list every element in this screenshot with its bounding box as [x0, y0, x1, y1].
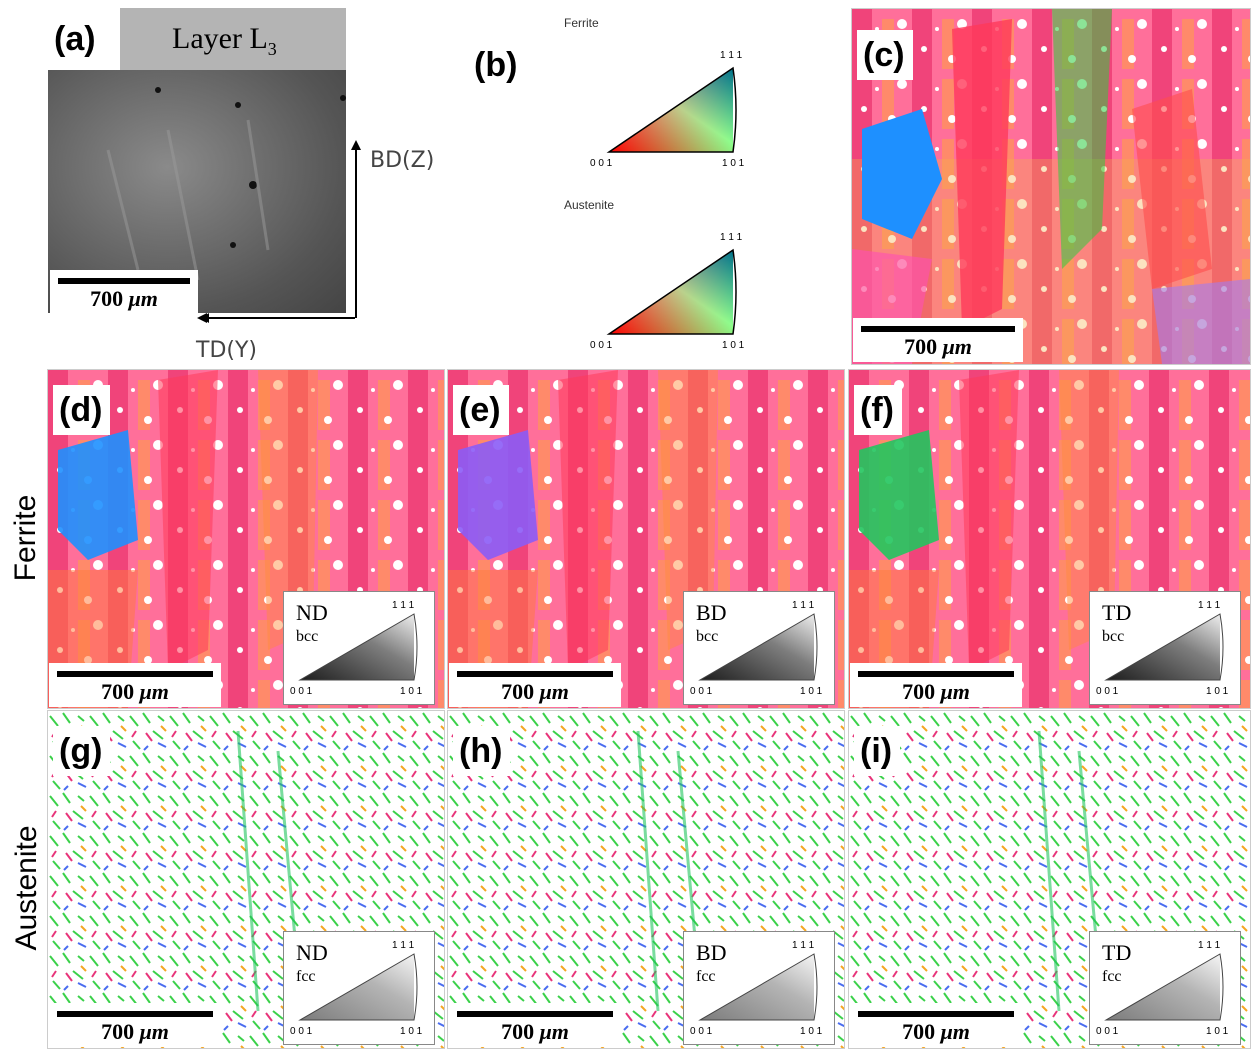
pole-figure-inset: TD bcc 1 1 1 0 0 1 1 0 1 [1089, 591, 1241, 705]
panel-b: (b) Ferrite 1 1 1 0 0 1 1 0 1 Austenite … [440, 10, 840, 360]
austenite-corner-111: 1 1 1 [720, 232, 743, 243]
inset-corner-101: 1 0 1 [1206, 686, 1229, 697]
inset-phase-label: bcc [696, 628, 719, 645]
panel-i-label: (i) [854, 726, 901, 776]
scale-bar-label: 700 μm [501, 1019, 569, 1044]
inset-phase-label: bcc [296, 628, 319, 645]
inset-corner-001: 0 0 1 [290, 686, 313, 697]
ferrite-corner-111: 1 1 1 [720, 50, 743, 61]
panel-a-scale-bar: 700 μm [50, 270, 198, 314]
scale-bar-label: 700 μm [501, 679, 569, 704]
bd-axis-label: BD(Z) [370, 148, 435, 173]
inset-corner-001: 0 0 1 [690, 686, 713, 697]
inset-phase-label: fcc [296, 968, 316, 985]
inset-phase-label: bcc [1102, 628, 1125, 645]
scale-bar: 700 μm [850, 1003, 1022, 1047]
panel-b-label: (b) [468, 40, 526, 90]
austenite-key-title: Austenite [564, 198, 615, 212]
inset-corner-111: 1 1 1 [792, 940, 815, 951]
scale-bar-label: 700 μm [902, 1019, 970, 1044]
pole-figure-inset: ND bcc 1 1 1 0 0 1 1 0 1 [283, 591, 435, 705]
pole-figure-inset: BD fcc 1 1 1 0 0 1 1 0 1 [683, 931, 835, 1045]
inset-corner-111: 1 1 1 [392, 940, 415, 951]
panel-c-scale-bar: 700 μm [853, 318, 1023, 362]
inset-corner-101: 1 0 1 [1206, 1026, 1229, 1037]
scale-bar-label: 700 μm [902, 679, 970, 704]
inset-corner-111: 1 1 1 [1198, 600, 1221, 611]
scale-bar-line [861, 326, 1015, 332]
inset-corner-101: 1 0 1 [400, 686, 423, 697]
ferrite-key-title: Ferrite [564, 16, 599, 30]
austenite-corner-001: 0 0 1 [590, 340, 613, 351]
scale-bar: 700 μm [49, 1003, 221, 1047]
scale-bar-line [57, 671, 213, 677]
scale-bar: 700 μm [449, 663, 621, 707]
austenite-ipf-triangle [606, 248, 737, 335]
panel-f-label: (f) [854, 385, 902, 435]
ferrite-corner-001: 0 0 1 [590, 158, 613, 169]
scale-bar: 700 μm [850, 663, 1022, 707]
scale-bar-line [457, 671, 613, 677]
inset-corner-001: 0 0 1 [1096, 686, 1119, 697]
inset-direction-label: TD [1102, 600, 1132, 625]
panel-i-ipf-map [848, 710, 1251, 1049]
bd-axis-arrow [351, 140, 361, 318]
panel-d-label: (d) [53, 385, 111, 435]
inset-corner-101: 1 0 1 [800, 1026, 823, 1037]
inset-corner-001: 0 0 1 [290, 1026, 313, 1037]
scale-bar-line [457, 1011, 613, 1017]
inset-direction-label: BD [696, 600, 727, 625]
scale-bar-label: 700 μm [101, 1019, 169, 1044]
panel-g-label: (g) [53, 726, 111, 776]
inset-corner-101: 1 0 1 [400, 1026, 423, 1037]
pole-figure-inset: BD bcc 1 1 1 0 0 1 1 0 1 [683, 591, 835, 705]
panel-a-header-text: Layer L3 [172, 22, 277, 59]
panel-e-label: (e) [453, 385, 509, 435]
panel-h-label: (h) [453, 726, 511, 776]
inset-corner-101: 1 0 1 [800, 686, 823, 697]
row-label-ferrite: Ferrite [9, 494, 42, 582]
ferrite-ipf-triangle [606, 66, 737, 153]
panel-c-ipf-map [851, 8, 1251, 365]
td-axis-label: TD(Y) [196, 338, 257, 363]
inset-corner-111: 1 1 1 [392, 600, 415, 611]
inset-phase-label: fcc [696, 968, 716, 985]
panel-a-label: (a) [54, 20, 96, 58]
inset-direction-label: BD [696, 940, 727, 965]
inset-corner-001: 0 0 1 [1096, 1026, 1119, 1037]
pole-figure-inset: ND fcc 1 1 1 0 0 1 1 0 1 [283, 931, 435, 1045]
inset-direction-label: TD [1102, 940, 1132, 965]
scale-bar-line [58, 278, 190, 284]
inset-direction-label: ND [296, 600, 328, 625]
panel-a-header: Layer L3 [120, 8, 346, 70]
austenite-corner-101: 1 0 1 [722, 340, 745, 351]
pole-figure-inset: TD fcc 1 1 1 0 0 1 1 0 1 [1089, 931, 1241, 1045]
scale-bar: 700 μm [449, 1003, 621, 1047]
inset-corner-111: 1 1 1 [792, 600, 815, 611]
scale-bar-label: 700 μm [101, 679, 169, 704]
scale-bar-line [858, 1011, 1014, 1017]
ferrite-corner-101: 1 0 1 [722, 158, 745, 169]
row-label-austenite: Austenite [10, 825, 43, 951]
inset-phase-label: fcc [1102, 968, 1122, 985]
inset-corner-001: 0 0 1 [690, 1026, 713, 1037]
inset-corner-111: 1 1 1 [1198, 940, 1221, 951]
inset-direction-label: ND [296, 940, 328, 965]
scale-bar: 700 μm [49, 663, 221, 707]
scale-bar-line [858, 671, 1014, 677]
td-axis-arrow [197, 313, 355, 323]
scale-bar-label: 700 μm [90, 286, 158, 311]
scale-bar-line [57, 1011, 213, 1017]
panel-c-label: (c) [857, 30, 913, 80]
panel-a: Layer L3 (a) 700 μm [48, 8, 348, 314]
scale-bar-label: 700 μm [904, 334, 972, 359]
